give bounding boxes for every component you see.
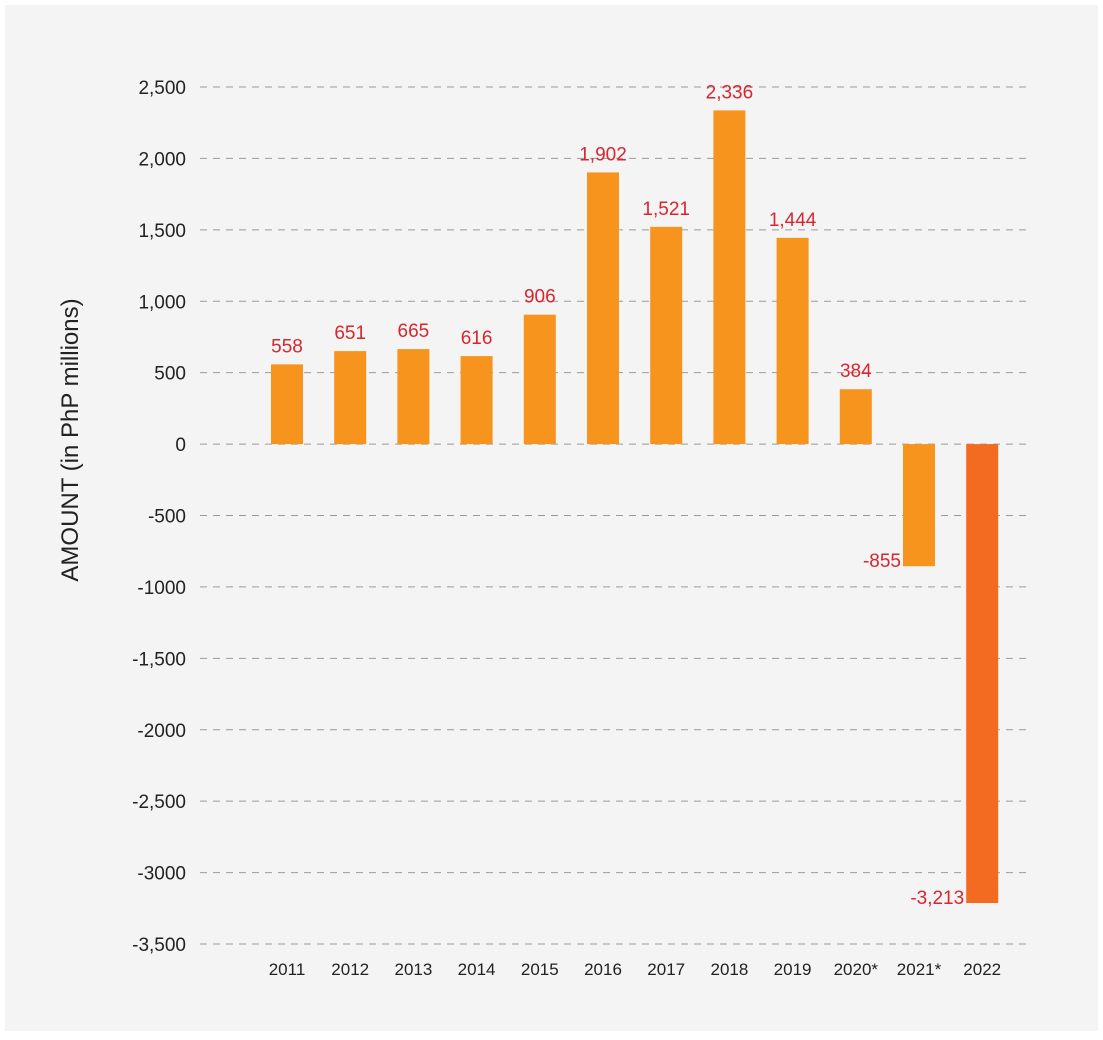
- bars: [271, 110, 999, 904]
- data-label: 665: [398, 321, 430, 342]
- bar-2012: [334, 351, 367, 445]
- y-tick-label: -2,500: [132, 792, 186, 813]
- y-tick-label: 1,000: [138, 292, 186, 313]
- data-label: 1,521: [642, 199, 690, 220]
- x-tick-label: 2020*: [834, 960, 879, 979]
- x-tick-label: 2018: [710, 960, 748, 979]
- bar-2022: [966, 444, 999, 904]
- x-tick-label: 2019: [774, 960, 812, 979]
- x-tick-label: 2015: [521, 960, 559, 979]
- bar-2013: [397, 349, 430, 445]
- bar-2018: [713, 110, 746, 445]
- y-tick-label: -2000: [137, 721, 186, 742]
- y-tick-label: 1,500: [138, 221, 186, 242]
- y-tick-label: -1000: [137, 578, 186, 599]
- x-tick-label: 2022: [963, 960, 1001, 979]
- bar-2011: [271, 364, 303, 445]
- data-label: 384: [840, 361, 872, 382]
- data-label: 2,336: [706, 82, 754, 103]
- data-label: 1,902: [579, 144, 627, 165]
- data-label: 651: [334, 323, 366, 344]
- bar-2016: [587, 172, 619, 445]
- y-axis-ticks: 2,500 2,000 1,500 1,000 500 0 -500 -1000 -1,500 -…: [132, 78, 186, 956]
- bar-2020: [839, 389, 872, 445]
- data-label: 558: [271, 336, 303, 357]
- y-tick-label: 0: [175, 435, 186, 456]
- x-tick-label: 2021*: [897, 960, 942, 979]
- y-tick-label: 500: [154, 364, 186, 385]
- y-axis-label: AMOUNT (in PhP millions): [57, 298, 84, 581]
- x-tick-label: 2014: [458, 960, 496, 979]
- data-label: 906: [524, 287, 556, 308]
- x-tick-label: 2013: [394, 960, 432, 979]
- x-tick-label: 2017: [647, 960, 685, 979]
- bar-2021: [903, 444, 935, 567]
- y-tick-label: 2,500: [138, 78, 186, 99]
- x-tick-label: 2016: [584, 960, 622, 979]
- x-axis-ticks: 2011 2012 2013 2014 2015 2016 2017 2018 2019 2020…: [269, 960, 1001, 979]
- y-tick-label: -1,500: [132, 649, 186, 670]
- bar-2014: [460, 356, 493, 445]
- bar-2019: [776, 237, 809, 445]
- data-label: -855: [863, 551, 901, 572]
- y-tick-label: -3,500: [132, 935, 186, 956]
- data-label: 616: [461, 328, 493, 349]
- bar-2015: [523, 314, 556, 445]
- y-tick-label: -500: [148, 507, 186, 528]
- x-tick-label: 2011: [269, 960, 306, 979]
- x-tick-label: 2012: [331, 960, 369, 979]
- data-label: -3,213: [910, 888, 964, 909]
- bar-2017: [650, 226, 683, 445]
- y-tick-label: -3000: [137, 864, 186, 885]
- y-tick-label: 2,000: [138, 149, 186, 170]
- data-label: 1,444: [769, 210, 817, 231]
- data-labels: 558 651 665 616 906 1,902 1,521 2,336 1,444 384 -8…: [271, 82, 964, 909]
